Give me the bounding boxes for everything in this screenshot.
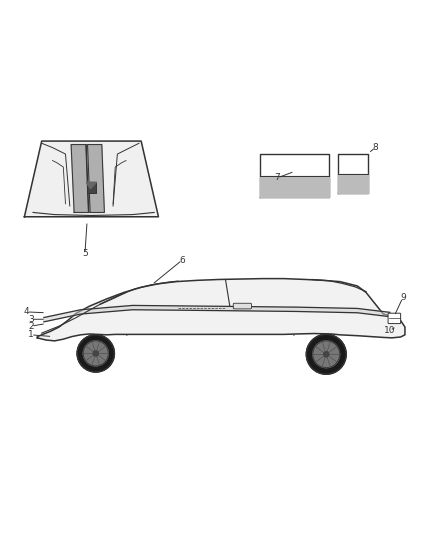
Polygon shape xyxy=(260,176,329,197)
Polygon shape xyxy=(25,141,159,217)
Text: 3: 3 xyxy=(28,315,34,324)
Polygon shape xyxy=(338,174,368,193)
Text: 8: 8 xyxy=(373,143,378,152)
Circle shape xyxy=(306,334,346,374)
Polygon shape xyxy=(44,305,390,322)
Polygon shape xyxy=(37,279,405,341)
FancyBboxPatch shape xyxy=(233,303,251,309)
Text: 7: 7 xyxy=(275,173,280,182)
Text: 5: 5 xyxy=(82,249,88,258)
Text: 4: 4 xyxy=(24,308,29,317)
Circle shape xyxy=(313,341,339,368)
Polygon shape xyxy=(338,154,368,193)
Text: 10: 10 xyxy=(384,326,396,335)
Bar xyxy=(87,182,96,193)
Polygon shape xyxy=(88,144,104,213)
Text: 1: 1 xyxy=(28,330,34,340)
Polygon shape xyxy=(71,144,88,213)
Circle shape xyxy=(83,341,108,366)
Text: 2: 2 xyxy=(28,322,34,330)
Circle shape xyxy=(324,352,329,357)
Text: 9: 9 xyxy=(400,293,406,302)
Text: 6: 6 xyxy=(180,255,185,264)
Polygon shape xyxy=(260,154,329,197)
FancyBboxPatch shape xyxy=(388,313,401,324)
Polygon shape xyxy=(86,182,97,189)
Circle shape xyxy=(93,351,99,356)
Circle shape xyxy=(77,335,114,372)
